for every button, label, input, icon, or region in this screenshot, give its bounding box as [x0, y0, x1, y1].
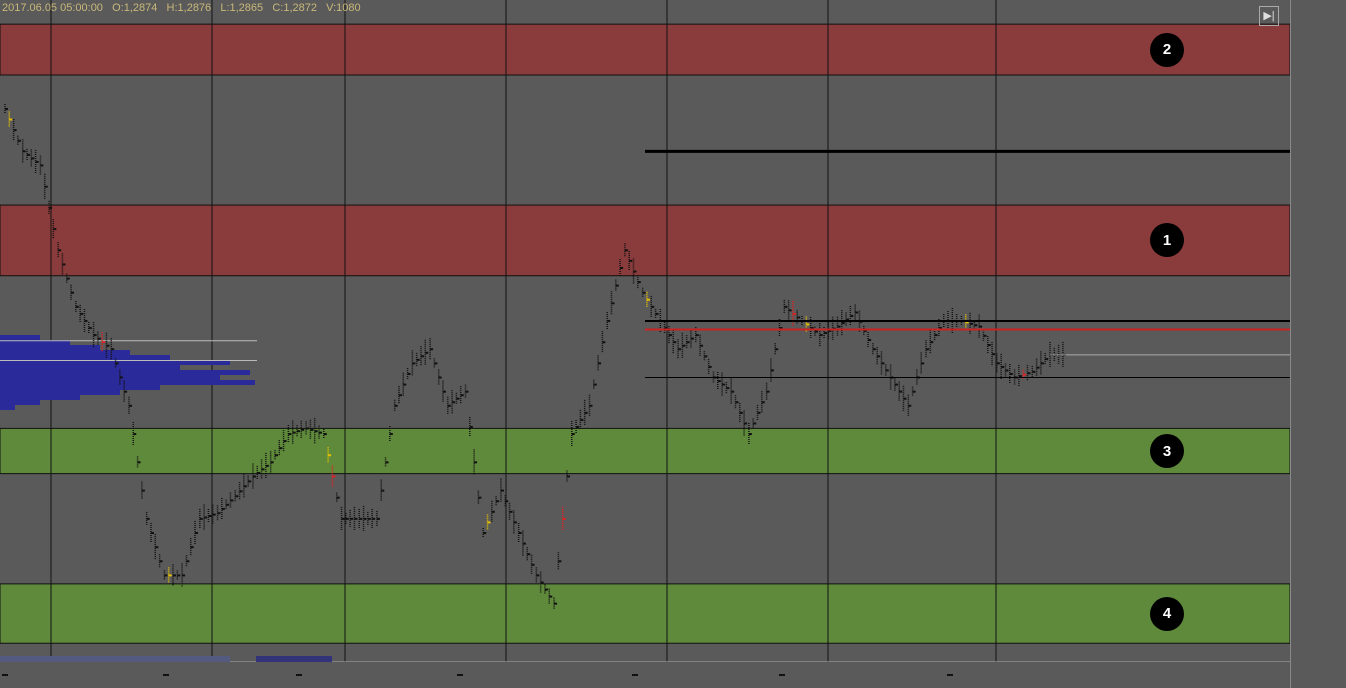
volume-profile-bar: [0, 380, 255, 385]
zone-3: [0, 427, 1290, 475]
volume-profile-bar: [0, 345, 100, 350]
volume-profile-bar: [0, 405, 15, 410]
time-axis-label: [457, 674, 463, 676]
zone-1: [0, 204, 1290, 277]
price-axis[interactable]: [1290, 0, 1346, 688]
volume-profile-bar: [0, 355, 170, 360]
zone-number-3: 3: [1150, 434, 1184, 468]
skip-forward-icon[interactable]: ▶|: [1259, 6, 1279, 26]
zone-number-2: 2: [1150, 32, 1184, 67]
volume-profile-bar: [0, 400, 40, 405]
volume-profile-bar: [0, 350, 130, 355]
time-axis-label: [296, 674, 302, 676]
volume-profile-bar: [0, 395, 80, 400]
volume-profile-bar: [0, 370, 250, 375]
delta-bar: [256, 656, 332, 662]
profile-stats-bar: [0, 656, 230, 662]
zone-number-4: 4: [1150, 596, 1184, 631]
ohlc-header: 2017.06.05 05:00:00 O:1,2874 H:1,2876 L:…: [2, 2, 361, 14]
zone-4: [0, 583, 1290, 644]
volume-profile-bar: [0, 335, 40, 340]
time-axis-label: [2, 674, 8, 676]
volume-profile-bar: [0, 385, 160, 390]
time-axis-label: [947, 674, 953, 676]
price-chart[interactable]: [0, 0, 1290, 662]
volume-profile-bar: [0, 365, 180, 370]
volume-profile-bar: [0, 340, 70, 345]
time-axis-label: [632, 674, 638, 676]
time-axis-label: [163, 674, 169, 676]
volume-profile-bar: [0, 375, 220, 380]
volume-profile-bar: [0, 390, 120, 395]
time-axis-label: [779, 674, 785, 676]
zone-2: [0, 23, 1290, 76]
zone-number-1: 1: [1150, 223, 1184, 258]
